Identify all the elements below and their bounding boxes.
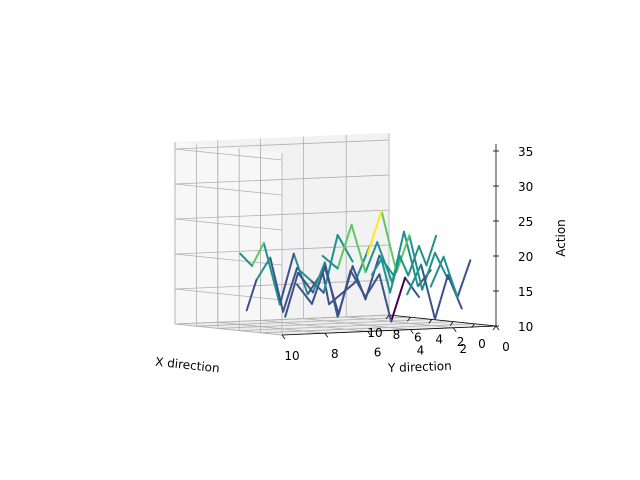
grid-line	[260, 320, 368, 332]
grid-line	[174, 209, 390, 231]
series-5-segment	[434, 251, 449, 281]
series-0-segment	[239, 252, 254, 267]
series-6-segment	[406, 263, 423, 296]
series-3-segment	[390, 276, 407, 323]
x-axis-line	[388, 314, 497, 327]
series-3-segment	[349, 269, 367, 298]
series-1-segment	[269, 256, 285, 313]
grid-line	[303, 318, 411, 330]
x-tick-label: 6	[414, 330, 422, 344]
series-8-segment	[398, 255, 410, 277]
y-tick-label: 4	[417, 344, 425, 358]
series-4-segment	[336, 223, 353, 270]
x-tick-mark	[407, 316, 411, 322]
series-6-segment	[434, 274, 449, 320]
series-0-segment	[278, 252, 295, 306]
series-3-segment	[337, 269, 352, 316]
y-tick-mark	[281, 334, 286, 340]
series-1-segment	[336, 234, 354, 263]
series-2-segment	[284, 271, 300, 318]
series-2-segment	[312, 261, 326, 294]
y-tick-label: 2	[459, 342, 467, 356]
y-tick-mark	[452, 327, 457, 333]
series-1-segment	[245, 279, 258, 312]
series-8-segment	[389, 255, 401, 294]
series-4-segment	[321, 254, 339, 270]
z-tick-label: 15	[518, 285, 533, 299]
x-axis-label: X direction	[155, 355, 221, 376]
y-axis-line	[281, 325, 497, 336]
series-5-segment	[380, 209, 398, 274]
grid-line	[196, 316, 411, 327]
y-axis-label: Y direction	[387, 359, 452, 375]
series-0-segment	[292, 252, 309, 296]
z-tick-label: 25	[518, 215, 533, 229]
x-tick-label: 4	[435, 333, 443, 347]
series-8-segment	[417, 245, 428, 267]
series-5-segment	[408, 234, 424, 291]
y-tick-mark	[324, 332, 329, 338]
y-tick-mark	[410, 329, 414, 334]
grid-line	[260, 323, 475, 334]
series-2-segment	[297, 271, 315, 294]
x-tick-label: 10	[367, 326, 382, 340]
series-5-segment	[421, 251, 437, 291]
series-1-segment	[255, 256, 272, 282]
series-3-segment	[295, 283, 313, 305]
series-5-segment	[366, 209, 383, 256]
y-tick-label: 8	[331, 347, 339, 361]
x-tick-mark	[428, 319, 433, 324]
series-6-segment	[420, 263, 437, 320]
z-tick-label: 20	[518, 250, 533, 264]
series-1-segment	[295, 267, 312, 282]
x-tick-mark	[385, 314, 390, 320]
series-3-segment	[310, 266, 326, 305]
x-tick-label: 8	[393, 328, 401, 342]
x-tick-mark	[449, 321, 454, 326]
y-tick-label: 0	[502, 340, 510, 354]
series-3-segment	[364, 273, 381, 298]
z-tick-label: 10	[518, 320, 533, 334]
grid-line	[174, 139, 390, 161]
grid-line	[346, 316, 454, 329]
x-tick-mark	[471, 323, 475, 329]
series-1-segment	[282, 267, 298, 313]
series-8-segment	[425, 234, 438, 267]
z-axis-label: Action	[554, 219, 568, 257]
y-tick-label: 6	[374, 345, 382, 359]
grid-line	[174, 174, 390, 196]
series-8-segment	[407, 245, 420, 277]
x-tick-mark	[492, 325, 497, 331]
z-tick-label: 30	[518, 180, 533, 194]
series-7-segment	[442, 255, 459, 299]
series-4-segment	[350, 223, 367, 274]
y-tick-mark	[495, 325, 500, 331]
z-tick-label: 35	[518, 145, 533, 159]
series-8-segment	[370, 258, 383, 276]
series-5-segment	[395, 234, 411, 274]
grid-line	[174, 314, 390, 336]
series-4-segment	[376, 241, 394, 284]
y-tick-label: 10	[284, 349, 299, 363]
x-tick-label: 2	[457, 335, 465, 349]
grid-line	[239, 321, 454, 331]
series-0-segment	[262, 241, 281, 306]
series-7-segment	[456, 259, 472, 299]
x-tick-label: 0	[478, 337, 486, 351]
series-8-segment	[380, 258, 392, 294]
grid-line	[217, 321, 325, 334]
back-pane-xz	[175, 142, 282, 335]
series-4-segment	[364, 241, 379, 274]
series-3-segment	[404, 276, 420, 299]
series-3-segment	[378, 273, 393, 323]
series-0-segment	[251, 241, 265, 267]
grid-line	[217, 319, 432, 329]
y-tick-mark	[367, 331, 371, 336]
series-7-segment	[429, 255, 445, 288]
series-3-segment	[323, 266, 340, 316]
